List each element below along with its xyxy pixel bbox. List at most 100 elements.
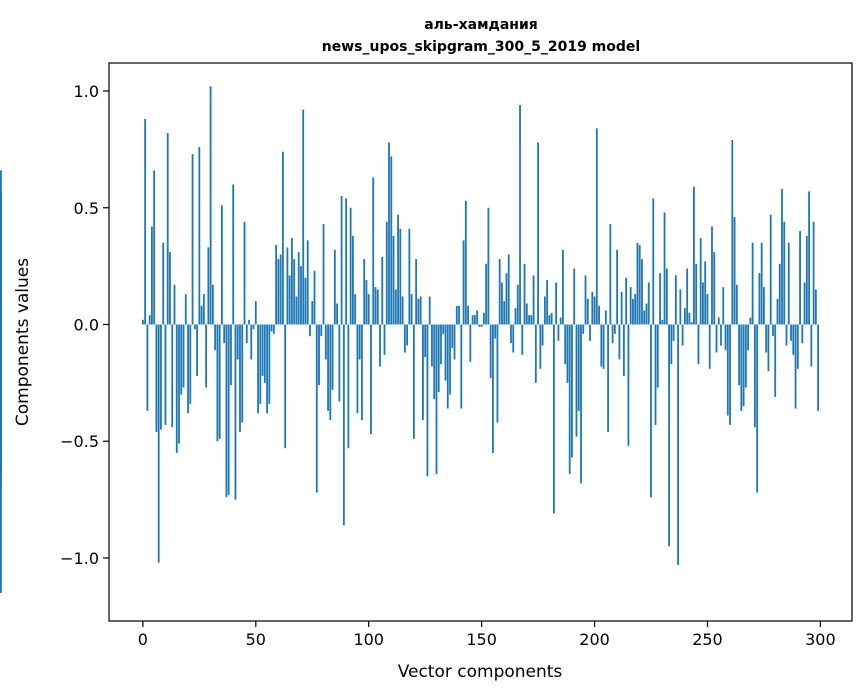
bar-112 bbox=[394, 289, 397, 325]
bar-224 bbox=[647, 282, 650, 325]
bar-21 bbox=[189, 324, 192, 404]
bar-177 bbox=[541, 324, 544, 346]
bar-199 bbox=[591, 291, 594, 325]
bar-158 bbox=[498, 259, 501, 325]
x-tick-label: 200 bbox=[579, 630, 610, 649]
bar-228 bbox=[656, 324, 659, 388]
bar-1 bbox=[144, 119, 147, 325]
bar-148 bbox=[476, 310, 479, 325]
bar-283 bbox=[781, 189, 783, 325]
bar-49 bbox=[252, 324, 255, 330]
bar-161 bbox=[505, 273, 508, 325]
bar-79 bbox=[320, 324, 323, 337]
bar-251 bbox=[708, 324, 711, 369]
bar-290 bbox=[796, 324, 799, 369]
x-tick-label: 150 bbox=[466, 630, 497, 649]
bar-209 bbox=[613, 324, 616, 334]
bar-96 bbox=[358, 324, 361, 360]
bar-18 bbox=[182, 324, 185, 388]
bar-60 bbox=[277, 259, 280, 325]
y-tick-label: 0.5 bbox=[74, 199, 99, 218]
bar-146 bbox=[471, 315, 474, 325]
bar-126 bbox=[426, 324, 429, 477]
x-tick-label: 300 bbox=[805, 630, 836, 649]
bar-110 bbox=[390, 156, 393, 325]
bar-89 bbox=[342, 324, 345, 526]
bar-198 bbox=[589, 324, 591, 341]
bar-203 bbox=[600, 324, 603, 367]
bar-34 bbox=[218, 324, 221, 439]
bar-280 bbox=[774, 324, 777, 397]
bar-204 bbox=[602, 324, 605, 369]
x-tick-label: 250 bbox=[692, 630, 723, 649]
bar-86 bbox=[336, 303, 338, 325]
bar-116 bbox=[403, 324, 406, 353]
bar-41 bbox=[234, 324, 237, 500]
bar-90 bbox=[345, 198, 348, 325]
bar-243 bbox=[690, 322, 693, 325]
bar-276 bbox=[765, 324, 768, 353]
plot-frame bbox=[108, 62, 853, 622]
bar-192 bbox=[575, 324, 578, 437]
y-axis-ticks: −1.0 −0.5 0.0 0.5 1.0 bbox=[60, 82, 109, 568]
bar-50 bbox=[254, 301, 257, 325]
bar-72 bbox=[304, 277, 307, 325]
bar-13 bbox=[171, 324, 174, 428]
bar-255 bbox=[717, 317, 720, 325]
bar-22 bbox=[191, 154, 194, 325]
bar-12 bbox=[169, 252, 171, 325]
bar-10 bbox=[164, 324, 167, 425]
bar-151 bbox=[482, 312, 485, 325]
bar-8 bbox=[160, 324, 162, 430]
bar-267 bbox=[744, 324, 747, 388]
bar-117 bbox=[406, 324, 409, 346]
bar-179 bbox=[546, 280, 549, 325]
bar-214 bbox=[625, 277, 628, 325]
bar-102 bbox=[372, 177, 375, 325]
bar-275 bbox=[763, 287, 765, 325]
bar-257 bbox=[722, 287, 725, 325]
bar-33 bbox=[216, 324, 219, 442]
bar-182 bbox=[552, 324, 555, 514]
chart-subtitle: news_upos_skipgram_300_5_2019 model bbox=[322, 39, 640, 55]
bar-250 bbox=[706, 294, 709, 325]
x-axis-label: Vector components bbox=[398, 662, 563, 682]
bar-93 bbox=[352, 235, 354, 325]
bar-156 bbox=[494, 324, 497, 339]
bar-58 bbox=[272, 324, 275, 334]
bar-82 bbox=[327, 324, 329, 411]
bar-122 bbox=[417, 298, 420, 325]
bar-286 bbox=[787, 242, 790, 325]
bar-220 bbox=[638, 245, 641, 325]
bar-3 bbox=[148, 315, 151, 325]
bar-73 bbox=[306, 240, 309, 325]
y-axis-label: Components values bbox=[13, 258, 33, 426]
bar-39 bbox=[230, 324, 232, 386]
bar-208 bbox=[611, 324, 614, 344]
bar-42 bbox=[236, 324, 239, 360]
bar-9 bbox=[162, 242, 165, 325]
bar-101 bbox=[370, 324, 372, 435]
bar-187 bbox=[564, 324, 567, 365]
bar-55 bbox=[266, 324, 268, 414]
bar-270 bbox=[751, 242, 754, 325]
bar-237 bbox=[677, 324, 680, 565]
bar-64 bbox=[286, 247, 289, 325]
bar-296 bbox=[810, 324, 813, 367]
bar-17 bbox=[180, 324, 183, 395]
bar-53 bbox=[261, 324, 264, 376]
bar-120 bbox=[412, 324, 415, 439]
bar-171 bbox=[528, 315, 530, 325]
bar-77 bbox=[315, 324, 318, 493]
bar-139 bbox=[455, 305, 458, 325]
bar-147 bbox=[473, 315, 476, 325]
bar-292 bbox=[801, 324, 804, 344]
chart-title: аль-хамдания bbox=[424, 17, 538, 33]
bar-130 bbox=[435, 324, 438, 474]
bar-206 bbox=[607, 324, 609, 432]
bar-178 bbox=[543, 296, 546, 325]
bar-undefined bbox=[0, 324, 2, 379]
bar-170 bbox=[525, 303, 528, 325]
bar-76 bbox=[313, 270, 316, 325]
